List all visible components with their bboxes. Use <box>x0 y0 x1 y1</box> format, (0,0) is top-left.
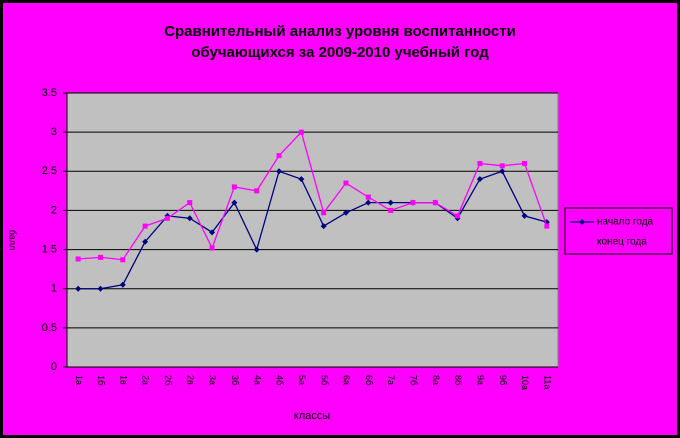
x-tick-label: 4б <box>275 375 285 385</box>
y-tick-label: 0 <box>51 361 57 373</box>
marker <box>499 163 505 169</box>
marker <box>476 176 483 183</box>
x-tick-label: 8б <box>453 375 463 385</box>
marker <box>298 176 305 183</box>
y-tick-label: 1.5 <box>42 243 57 255</box>
marker <box>97 254 103 260</box>
marker <box>75 285 82 292</box>
y-tick-label: 1 <box>51 283 57 295</box>
marker <box>75 256 81 262</box>
x-tick-label: 3б <box>230 375 240 385</box>
marker <box>231 199 238 206</box>
legend-label: начало года <box>597 217 654 228</box>
x-tick-label: 9а <box>476 375 486 385</box>
y-tick-label: 0.5 <box>42 322 57 334</box>
marker <box>365 199 372 206</box>
marker <box>142 238 149 245</box>
x-tick-label: 10а <box>520 375 530 390</box>
x-tick-label: 11а <box>542 375 552 389</box>
x-tick-label: 8а <box>431 375 441 385</box>
marker <box>142 223 148 229</box>
marker <box>499 168 506 175</box>
x-tick-label: 5б <box>319 375 329 385</box>
marker <box>388 207 394 213</box>
marker <box>209 245 215 251</box>
legend <box>564 207 673 255</box>
x-tick-label: 6а <box>342 375 352 385</box>
y-tick-label: 3.5 <box>42 87 57 99</box>
marker <box>477 160 483 166</box>
x-tick-label: 2в <box>185 375 195 385</box>
marker <box>343 180 349 186</box>
x-tick-label: 9б <box>498 375 508 385</box>
marker <box>342 209 349 216</box>
x-tick-label: 6б <box>364 375 374 385</box>
plot-area <box>66 92 559 368</box>
marker <box>254 188 260 194</box>
x-tick-label: 1а <box>74 375 84 385</box>
marker <box>320 223 327 230</box>
legend-label: конец года <box>597 237 647 248</box>
chart-title: Сравнительный анализ уровня воспитанност… <box>164 23 516 40</box>
x-tick-label: 7а <box>386 375 396 385</box>
x-tick-label: 1б <box>96 375 106 385</box>
x-tick-label: 7б <box>409 375 419 385</box>
marker <box>410 200 416 206</box>
marker <box>321 210 327 216</box>
x-tick-label: 1в <box>118 375 128 385</box>
marker <box>231 184 237 190</box>
marker <box>432 200 438 206</box>
y-tick-label: 2.5 <box>42 165 57 177</box>
marker <box>276 168 283 175</box>
marker <box>276 153 282 159</box>
marker <box>387 199 394 206</box>
marker <box>298 129 304 135</box>
line <box>78 130 548 261</box>
y-tick-label: 2 <box>51 204 57 216</box>
marker <box>455 213 461 219</box>
x-axis-label: классы <box>294 410 330 422</box>
marker <box>253 246 260 253</box>
marker <box>97 285 104 292</box>
marker <box>365 194 371 200</box>
marker <box>164 215 170 221</box>
y-tick-label: 3 <box>51 126 57 138</box>
marker <box>522 160 528 166</box>
marker <box>544 223 550 229</box>
x-tick-label: 4а <box>252 375 262 385</box>
marker <box>120 257 126 263</box>
x-tick-label: 2а <box>141 375 151 385</box>
chart-title: обучающихся за 2009-2010 учебный год <box>191 44 489 61</box>
marker <box>579 239 585 245</box>
y-axis-label: балл <box>8 230 18 250</box>
x-tick-label: 3а <box>208 375 218 385</box>
marker <box>579 219 585 225</box>
marker <box>187 200 193 206</box>
x-tick-label: 5а <box>297 375 307 385</box>
marker <box>209 229 216 236</box>
marker <box>521 212 528 219</box>
marker <box>186 215 193 222</box>
x-tick-label: 2б <box>163 375 173 385</box>
marker <box>119 281 126 288</box>
line <box>78 170 548 290</box>
